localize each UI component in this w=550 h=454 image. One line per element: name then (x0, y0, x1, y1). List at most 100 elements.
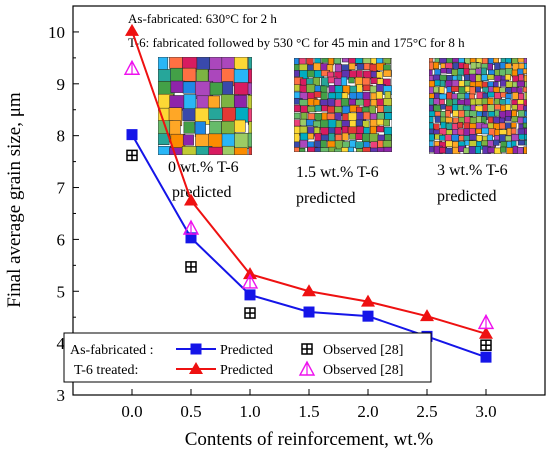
x-tick-label: 2.0 (357, 402, 378, 421)
grain (182, 67, 197, 82)
data-point (184, 193, 198, 206)
grain (356, 148, 367, 152)
grain (510, 122, 517, 128)
inset-caption-1-5wt-line2: predicted (296, 190, 356, 207)
x-axis: 0.0 0.5 1.0 1.5 2.0 2.5 3.0 (121, 389, 497, 421)
grain (362, 58, 372, 64)
inset-caption-3wt-line1: 3 wt.% T-6 (437, 162, 508, 179)
grain (320, 147, 331, 152)
grain (523, 74, 527, 83)
grain (384, 112, 392, 120)
grain (511, 116, 519, 123)
grain (370, 147, 379, 152)
grain (469, 134, 478, 141)
y-axis: 3 4 5 6 7 8 9 10 (48, 23, 79, 405)
legend: As-fabricated : T-6 treated: Predicted P… (63, 332, 432, 383)
grain (328, 132, 335, 142)
x-tick-label: 0.0 (121, 402, 142, 421)
grain (439, 80, 446, 88)
grain (307, 133, 315, 140)
grain (512, 92, 519, 100)
grain (376, 78, 384, 85)
grain (362, 147, 371, 152)
grain (433, 86, 439, 93)
annotation-t6: T-6: fabricated followed by 530 °C for 4… (128, 35, 465, 50)
x-tick-label: 2.5 (416, 402, 437, 421)
grain (494, 104, 502, 110)
grain (334, 127, 342, 135)
data-point (480, 339, 492, 351)
grain (248, 57, 252, 70)
grain (504, 74, 511, 81)
grain (362, 133, 371, 143)
grain (486, 134, 493, 141)
grain (451, 79, 460, 87)
grain (523, 146, 527, 154)
grain (440, 104, 447, 110)
x-tick-label: 1.5 (298, 402, 319, 421)
grain (511, 110, 517, 118)
grain (524, 110, 527, 117)
legend-symbols (176, 343, 316, 376)
grain (486, 74, 495, 80)
grain (327, 105, 335, 114)
grain (355, 99, 365, 106)
data-point (303, 306, 315, 318)
microstructure-inset-1-5wt (294, 58, 392, 152)
grain (370, 125, 377, 135)
grain (348, 77, 355, 84)
grain (468, 93, 475, 100)
grain (247, 132, 252, 148)
grain (183, 121, 195, 134)
grain (446, 92, 453, 100)
grain (363, 141, 370, 149)
grain (294, 104, 301, 112)
grain (440, 121, 447, 130)
grain (370, 141, 378, 149)
grain (506, 147, 514, 154)
grain (487, 81, 494, 88)
grain (333, 58, 342, 65)
grain (208, 107, 223, 120)
grain (434, 115, 442, 123)
data-point (126, 129, 138, 141)
grain (487, 116, 494, 124)
grain (445, 116, 453, 123)
legend-marker (190, 343, 202, 355)
legend-predicted-as-fabricated: Predicted (220, 343, 273, 358)
grain (349, 140, 357, 148)
grain (383, 69, 392, 77)
y-tick-label: 8 (57, 127, 66, 146)
grain (523, 58, 527, 66)
inset-caption-0wt-line2: predicted (172, 184, 232, 201)
grain (487, 91, 495, 98)
grain (382, 140, 392, 148)
grain (433, 98, 441, 105)
grain (341, 132, 349, 141)
grain (294, 133, 300, 143)
microstructure-inset-0wt (158, 57, 252, 155)
grain (383, 105, 392, 113)
data-point (244, 307, 256, 319)
grain (429, 140, 434, 147)
grain (500, 141, 508, 148)
grain (510, 128, 517, 135)
grain (476, 111, 483, 117)
legend-box (63, 332, 432, 383)
series-3 (123, 59, 495, 330)
inset-caption-0wt-line1: 0 wt.% T-6 (168, 159, 239, 176)
y-tick-label: 6 (57, 230, 66, 249)
grain (493, 81, 499, 88)
grain (247, 82, 252, 95)
grain (451, 85, 460, 92)
grain (505, 93, 512, 100)
legend-group-as-fabricated: As-fabricated : (70, 343, 154, 358)
grain (487, 63, 493, 71)
grain (451, 134, 460, 142)
grain (500, 146, 507, 153)
grain (504, 104, 511, 112)
grain (432, 61, 440, 70)
grain (383, 119, 390, 127)
grain (299, 139, 308, 148)
grain (524, 81, 527, 90)
